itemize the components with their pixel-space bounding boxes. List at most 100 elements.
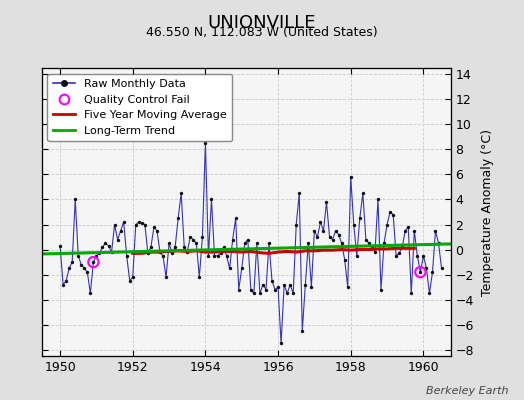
Point: [404, 224, 412, 230]
Point: [86, 290, 94, 296]
Point: [271, 286, 279, 293]
Point: [138, 220, 146, 226]
Text: 46.550 N, 112.083 W (United States): 46.550 N, 112.083 W (United States): [146, 26, 378, 39]
Point: [241, 240, 249, 246]
Point: [301, 282, 310, 288]
Text: Berkeley Earth: Berkeley Earth: [426, 386, 508, 396]
Point: [156, 249, 164, 255]
Point: [210, 253, 219, 259]
Point: [365, 240, 373, 246]
Point: [362, 236, 370, 243]
Point: [128, 274, 137, 280]
Point: [283, 290, 291, 296]
Point: [216, 250, 225, 256]
Point: [295, 190, 303, 196]
Point: [180, 244, 189, 250]
Point: [274, 284, 282, 290]
Point: [268, 278, 276, 284]
Point: [416, 269, 424, 275]
Point: [298, 328, 307, 334]
Point: [377, 286, 385, 293]
Point: [92, 253, 101, 259]
Text: UNIONVILLE: UNIONVILLE: [208, 14, 316, 32]
Point: [119, 219, 128, 225]
Point: [368, 244, 376, 250]
Point: [253, 240, 261, 246]
Point: [213, 253, 222, 259]
Point: [350, 221, 358, 228]
Point: [383, 221, 391, 228]
Point: [123, 253, 131, 259]
Point: [337, 240, 346, 246]
Point: [59, 282, 67, 288]
Point: [410, 228, 419, 234]
Point: [247, 286, 255, 293]
Point: [438, 265, 446, 272]
Point: [316, 219, 325, 225]
Point: [386, 209, 394, 215]
Point: [392, 253, 400, 259]
Point: [280, 282, 288, 288]
Point: [198, 234, 206, 240]
Point: [195, 274, 203, 280]
Point: [431, 228, 440, 234]
Point: [104, 243, 113, 249]
Point: [422, 265, 431, 272]
Point: [395, 250, 403, 256]
Point: [265, 240, 273, 246]
Point: [235, 286, 243, 293]
Point: [162, 274, 170, 280]
Point: [135, 219, 143, 225]
Point: [183, 249, 191, 255]
Point: [56, 243, 64, 249]
Point: [322, 199, 331, 205]
Point: [80, 265, 89, 272]
Point: [68, 259, 77, 265]
Point: [371, 249, 379, 255]
Point: [192, 240, 201, 246]
Point: [174, 215, 182, 222]
Point: [159, 253, 167, 259]
Point: [256, 290, 264, 296]
Point: [171, 244, 179, 250]
Point: [289, 290, 298, 296]
Point: [428, 269, 436, 275]
Point: [346, 174, 355, 180]
Point: [341, 256, 349, 263]
Point: [228, 236, 237, 243]
Point: [389, 211, 397, 218]
Point: [325, 234, 334, 240]
Point: [434, 240, 443, 246]
Point: [380, 240, 388, 246]
Point: [244, 236, 252, 243]
Point: [126, 278, 134, 284]
Point: [329, 236, 337, 243]
Point: [77, 261, 85, 268]
Point: [189, 236, 198, 243]
Point: [344, 284, 352, 290]
Point: [310, 228, 319, 234]
Point: [358, 190, 367, 196]
Point: [331, 228, 340, 234]
Point: [71, 196, 80, 203]
Point: [353, 253, 361, 259]
Point: [313, 234, 322, 240]
Point: [150, 224, 158, 230]
Point: [398, 244, 407, 250]
Point: [89, 259, 97, 265]
Point: [168, 250, 176, 256]
Point: [225, 265, 234, 272]
Point: [419, 253, 428, 259]
Point: [232, 215, 240, 222]
Point: [334, 231, 343, 238]
Point: [65, 265, 73, 272]
Point: [262, 286, 270, 293]
Point: [201, 140, 210, 146]
Point: [237, 265, 246, 272]
Point: [186, 234, 194, 240]
Point: [416, 269, 424, 275]
Point: [249, 290, 258, 296]
Point: [74, 253, 82, 259]
Legend: Raw Monthly Data, Quality Control Fail, Five Year Moving Average, Long-Term Tren: Raw Monthly Data, Quality Control Fail, …: [48, 74, 233, 141]
Point: [165, 240, 173, 246]
